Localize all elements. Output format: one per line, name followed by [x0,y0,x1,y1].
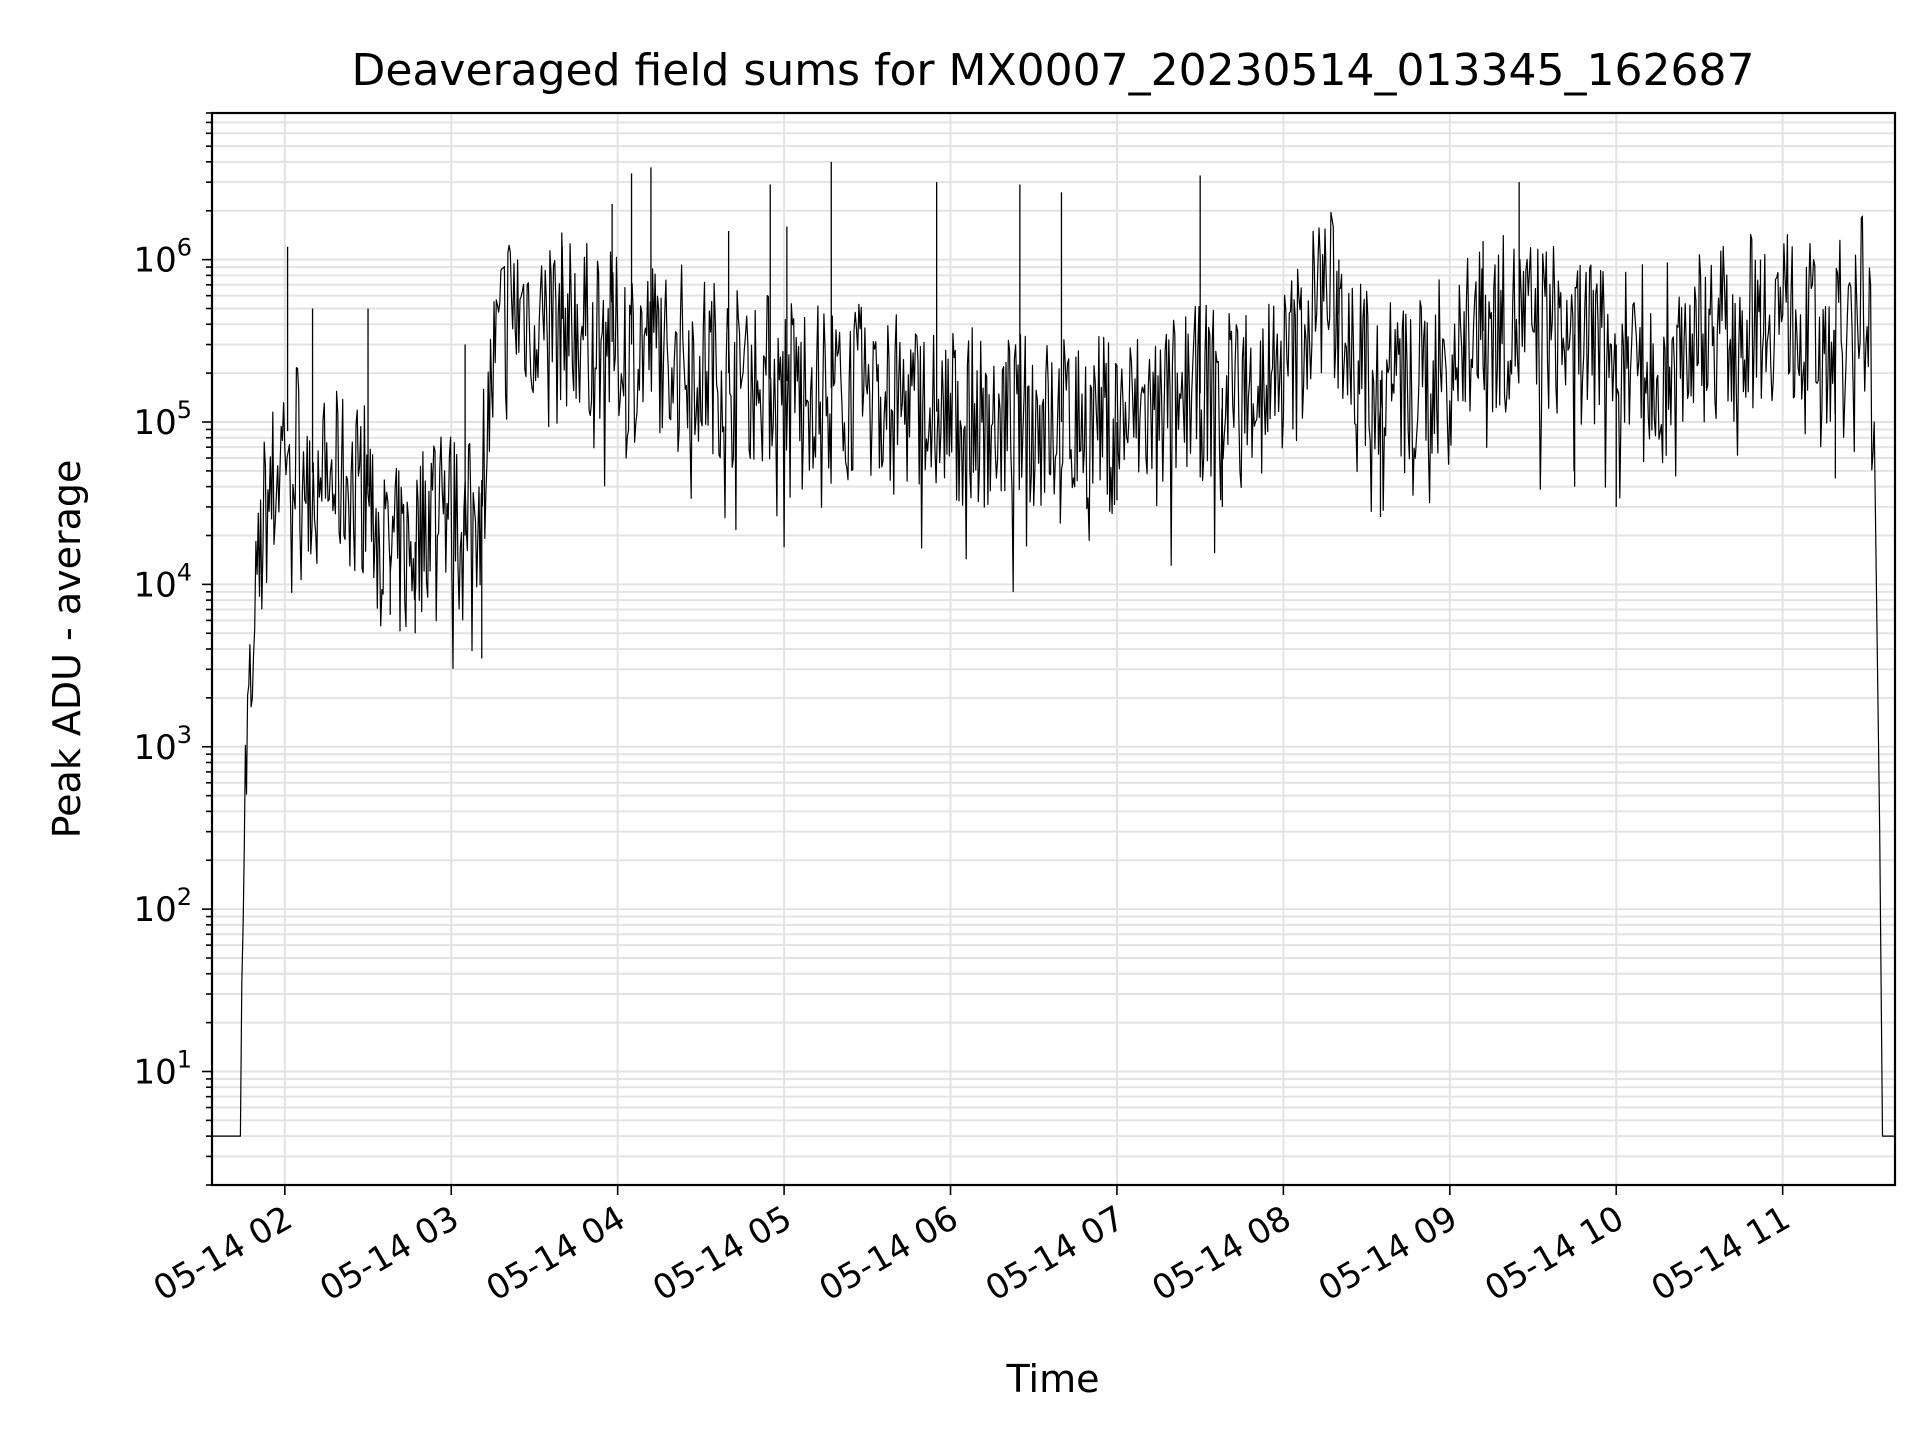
x-tick-label: 05-14 11 [1645,1198,1797,1309]
y-tick-label: 106 [133,234,192,281]
y-tick-label: 102 [133,883,192,930]
x-tick-label: 05-14 08 [1145,1198,1297,1309]
y-tick-label: 105 [133,396,192,443]
x-axis-label: Time [1006,1357,1100,1401]
x-tick-label: 05-14 03 [313,1198,465,1309]
y-axis-label: Peak ADU - average [45,460,89,839]
x-axis: 05-14 02 05-14 03 05-14 04 05-14 05 05-14 06… [147,1185,1797,1309]
y-tick-label: 104 [133,558,192,605]
data-series [212,161,1895,1137]
x-tick-label: 05-14 04 [480,1198,632,1309]
x-tick-label: 05-14 06 [813,1198,965,1309]
y-tick-label: 103 [133,721,192,768]
y-axis: 101 102 103 104 105 106 [133,112,212,1186]
x-tick-label: 05-14 07 [979,1198,1131,1309]
series-line [212,211,1895,1137]
x-tick-label: 05-14 02 [147,1198,299,1309]
chart-title: Deaveraged field sums for MX0007_2023051… [352,45,1755,96]
y-tick-label: 101 [133,1046,192,1093]
x-tick-label: 05-14 05 [646,1198,798,1309]
x-tick-label: 05-14 09 [1312,1198,1464,1309]
x-tick-label: 05-14 10 [1478,1198,1630,1309]
